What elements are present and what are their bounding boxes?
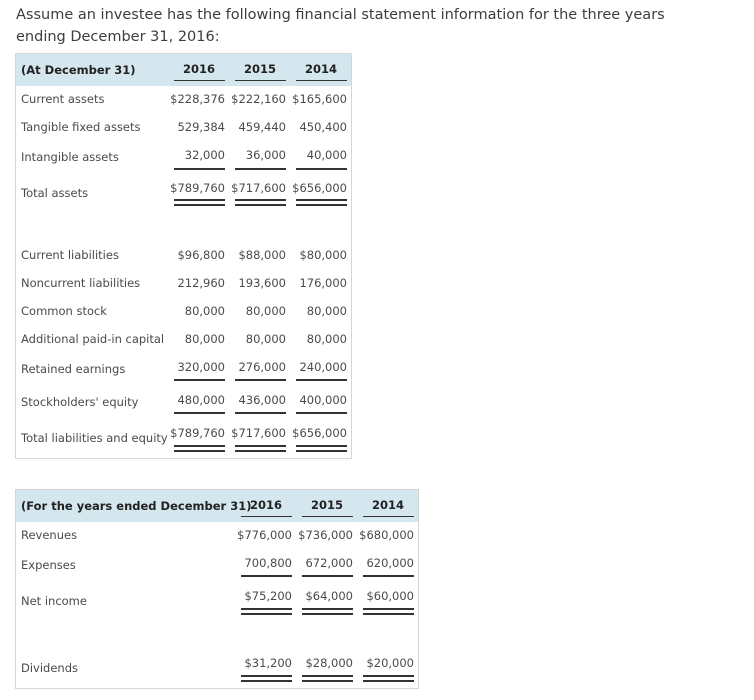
year-2014-header: 2014 bbox=[371, 498, 404, 512]
cell-value: 193,600 bbox=[238, 276, 286, 290]
cell-value: $736,000 bbox=[298, 528, 353, 542]
cell-value: 400,000 bbox=[299, 393, 347, 407]
cell-value: 176,000 bbox=[299, 276, 347, 290]
cell-value: 80,000 bbox=[306, 332, 347, 346]
cell-value: $228,376 bbox=[170, 92, 225, 106]
row-label: Additional paid-in capital bbox=[21, 332, 165, 346]
row-label: Current assets bbox=[21, 92, 105, 106]
cell-value: $75,200 bbox=[244, 589, 292, 603]
cell-value: $165,600 bbox=[292, 92, 347, 106]
row-label: Total liabilities and equity bbox=[21, 431, 168, 445]
cell-value: 36,000 bbox=[245, 148, 286, 162]
cell-value: $28,000 bbox=[305, 656, 353, 670]
cell-value: 620,000 bbox=[366, 556, 414, 570]
cell-value: 320,000 bbox=[177, 360, 225, 374]
cell-value: $680,000 bbox=[359, 528, 414, 542]
cell-value: 212,960 bbox=[177, 276, 225, 290]
row-label: Current liabilities bbox=[21, 248, 119, 262]
year-2015-header: 2015 bbox=[310, 498, 343, 512]
cell-value: $656,000 bbox=[292, 426, 347, 440]
year-2016-header: 2016 bbox=[182, 62, 215, 76]
cell-value: 32,000 bbox=[184, 148, 225, 162]
row-label: Revenues bbox=[21, 528, 78, 542]
row-label: Tangible fixed assets bbox=[21, 120, 141, 134]
cell-value: 276,000 bbox=[238, 360, 286, 374]
cell-value: $656,000 bbox=[292, 181, 347, 195]
intro-text: Assume an investee has the following fin… bbox=[16, 7, 665, 45]
balance-sheet-header: (At December 31) 2016 2015 2014 bbox=[16, 54, 351, 86]
row-label: Expenses bbox=[21, 558, 76, 572]
row-label: Dividends bbox=[21, 661, 79, 675]
cell-value: 80,000 bbox=[184, 332, 225, 346]
cell-value: 80,000 bbox=[245, 304, 286, 318]
cell-value: 480,000 bbox=[177, 393, 225, 407]
cell-value: 80,000 bbox=[245, 332, 286, 346]
income-statement-header-label: (For the years ended December 31) bbox=[21, 499, 252, 513]
row-label: Common stock bbox=[21, 304, 107, 318]
balance-sheet-table: (At December 31) 2016 2015 2014 Current … bbox=[15, 53, 352, 459]
cell-value: 700,800 bbox=[244, 556, 292, 570]
cell-value: $20,000 bbox=[366, 656, 414, 670]
row-label: Retained earnings bbox=[21, 362, 126, 376]
cell-value: 240,000 bbox=[299, 360, 347, 374]
cell-value: $789,760 bbox=[170, 426, 225, 440]
cell-value: $31,200 bbox=[244, 656, 292, 670]
cell-value: 529,384 bbox=[177, 120, 225, 134]
cell-value: $60,000 bbox=[366, 589, 414, 603]
cell-value: 40,000 bbox=[306, 148, 347, 162]
cell-value: $776,000 bbox=[237, 528, 292, 542]
cell-value: $222,160 bbox=[231, 92, 286, 106]
year-2014-header: 2014 bbox=[304, 62, 337, 76]
cell-value: 436,000 bbox=[238, 393, 286, 407]
income-statement-table: (For the years ended December 31) 2016 2… bbox=[15, 489, 419, 689]
cell-value: $96,800 bbox=[177, 248, 225, 262]
cell-value: $789,760 bbox=[170, 181, 225, 195]
cell-value: $717,600 bbox=[231, 181, 286, 195]
row-label: Stockholders' equity bbox=[21, 395, 139, 409]
cell-value: 672,000 bbox=[305, 556, 353, 570]
cell-value: $88,000 bbox=[238, 248, 286, 262]
row-label: Total assets bbox=[21, 186, 89, 200]
cell-value: $80,000 bbox=[299, 248, 347, 262]
cell-value: 450,400 bbox=[299, 120, 347, 134]
cell-value: $717,600 bbox=[231, 426, 286, 440]
row-label: Intangible assets bbox=[21, 150, 119, 164]
year-2016-header: 2016 bbox=[249, 498, 282, 512]
balance-sheet-header-label: (At December 31) bbox=[21, 63, 136, 77]
row-label: Net income bbox=[21, 594, 87, 608]
income-statement-header: (For the years ended December 31) 2016 2… bbox=[16, 490, 418, 522]
row-label: Noncurrent liabilities bbox=[21, 276, 141, 290]
cell-value: 80,000 bbox=[184, 304, 225, 318]
cell-value: $64,000 bbox=[305, 589, 353, 603]
cell-value: 80,000 bbox=[306, 304, 347, 318]
cell-value: 459,440 bbox=[238, 120, 286, 134]
year-2015-header: 2015 bbox=[243, 62, 276, 76]
